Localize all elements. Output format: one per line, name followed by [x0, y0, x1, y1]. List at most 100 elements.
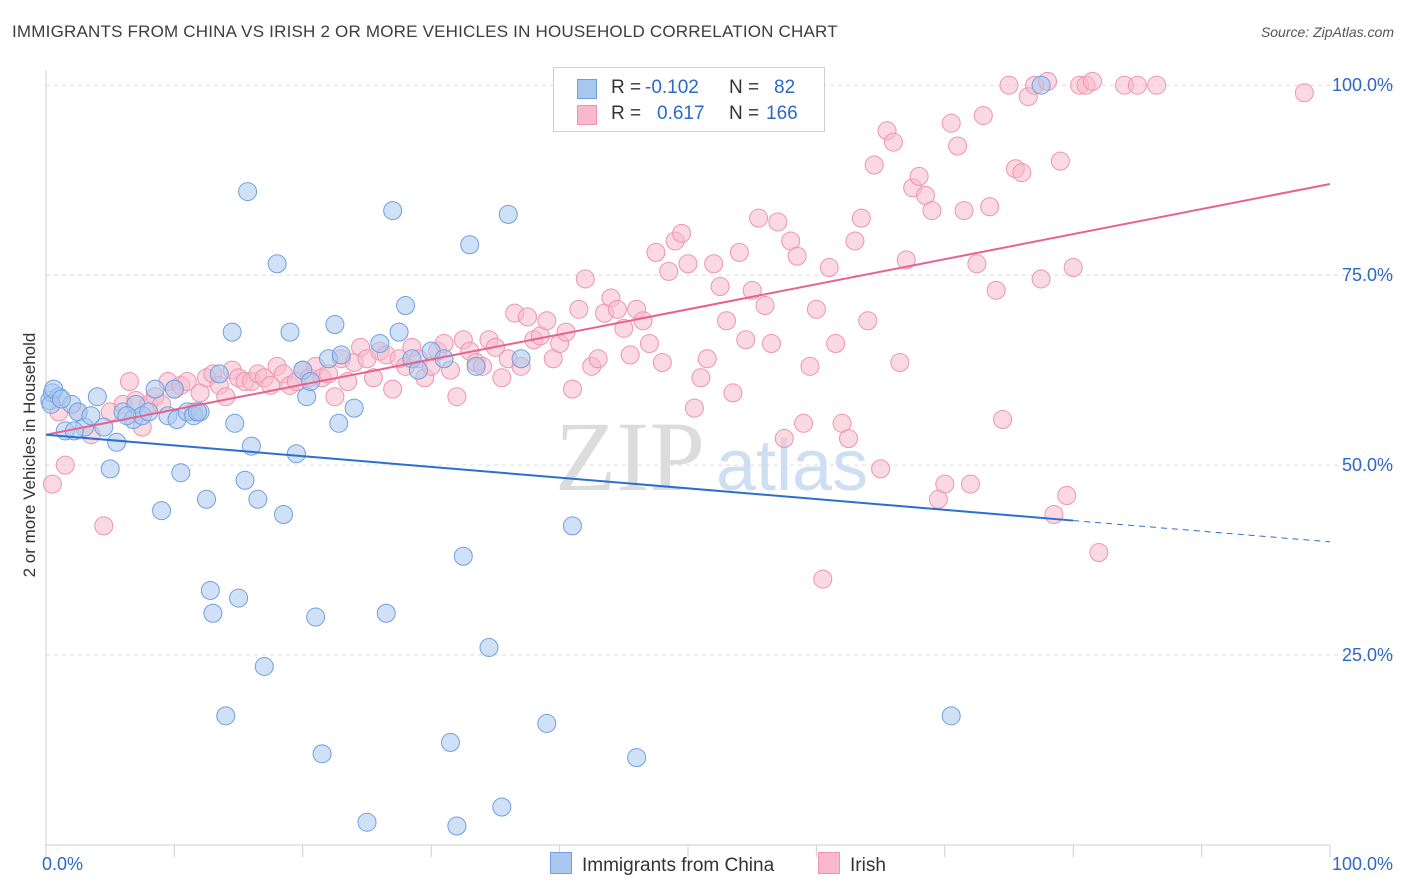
axes [45, 70, 1331, 857]
irish-point [999, 75, 1019, 95]
irish-point [363, 368, 383, 388]
china-point [51, 389, 71, 409]
china-point [188, 402, 208, 422]
trend-lines [45, 182, 1331, 543]
source-label: Source: ZipAtlas.com [1260, 24, 1394, 40]
irish-point [1127, 75, 1147, 95]
china-point [81, 406, 101, 426]
irish-point [325, 387, 345, 407]
irish-point [717, 311, 737, 331]
china-point [145, 379, 165, 399]
bottom-legend-china-swatch [550, 852, 572, 874]
irish-point [678, 254, 698, 274]
china-point [248, 489, 268, 509]
y-tick-label: 50.0% [1342, 455, 1393, 475]
x-tick-label-max: 100.0% [1332, 854, 1393, 874]
irish-point [1031, 269, 1051, 289]
china-point [203, 603, 223, 623]
china-point [225, 413, 245, 433]
china-point [306, 607, 326, 627]
irish-r-value: 0.617 [657, 103, 705, 124]
china-point [498, 204, 518, 224]
irish-point [935, 474, 955, 494]
china-point [164, 379, 184, 399]
china-point [325, 315, 345, 335]
china-point [152, 501, 172, 521]
irish-point [216, 387, 236, 407]
china-point [447, 816, 467, 836]
china-point [197, 489, 216, 509]
china-point [229, 588, 249, 608]
irish-point [1012, 163, 1032, 183]
irish-point [1082, 71, 1102, 91]
bottom-legend-china: Immigrants from China [550, 852, 774, 877]
china-point [216, 706, 236, 726]
china-trend-line [45, 433, 1074, 522]
china-point [267, 254, 287, 274]
irish-point [697, 349, 717, 369]
irish-point [813, 569, 833, 589]
irish-point [691, 368, 711, 388]
china-point [627, 748, 647, 768]
china-point [329, 413, 349, 433]
irish-point [42, 474, 62, 494]
y-tick-labels: 25.0% 50.0% 75.0% 100.0% [1332, 75, 1393, 665]
irish-point [633, 311, 653, 331]
irish-point [896, 250, 916, 270]
bottom-legend-china-label: Immigrants from China [582, 855, 775, 876]
china-point [1031, 75, 1051, 95]
china-r-label: R = [611, 77, 642, 98]
irish-point [1147, 75, 1167, 95]
irish-point [986, 280, 1006, 300]
irish-point [909, 166, 929, 186]
irish-point [607, 299, 627, 319]
irish-point [704, 254, 724, 274]
china-point [537, 713, 557, 733]
irish-point [659, 261, 679, 281]
china-point [460, 235, 480, 255]
china-point [274, 504, 294, 524]
irish-point [383, 379, 403, 399]
y-tick-label: 75.0% [1342, 265, 1393, 285]
irish-point [729, 242, 749, 262]
irish-point [492, 368, 512, 388]
irish-point [800, 356, 820, 376]
irish-point [614, 318, 634, 338]
irish-point [1063, 258, 1083, 278]
irish-point [851, 208, 871, 228]
watermark-zip: ZIP [555, 401, 705, 512]
irish-point [755, 296, 775, 316]
irish-point [710, 277, 730, 297]
irish-point [672, 223, 692, 243]
irish-point [94, 516, 114, 536]
chart-title: IMMIGRANTS FROM CHINA VS IRISH 2 OR MORE… [12, 22, 838, 41]
china-point [280, 322, 300, 342]
irish-point [922, 201, 942, 221]
irish-point [890, 353, 910, 373]
legend-row-irish: R = 0.617 N = 166 [554, 102, 824, 128]
irish-point [960, 474, 980, 494]
irish-point [839, 429, 858, 449]
china-n-value: 82 [774, 77, 796, 98]
irish-n-label: N = [729, 103, 760, 124]
irish-point [1050, 151, 1070, 171]
china-point [492, 797, 512, 817]
china-point [209, 364, 229, 384]
irish-point [858, 311, 878, 331]
irish-point [723, 383, 743, 403]
irish-point [537, 311, 557, 331]
y-tick-label: 100.0% [1332, 75, 1393, 95]
irish-point [980, 197, 1000, 217]
china-point [235, 470, 255, 490]
grid [46, 84, 1395, 656]
irish-point [1044, 504, 1064, 524]
china-point [453, 546, 473, 566]
irish-point [562, 379, 582, 399]
china-n-label: N = [729, 77, 760, 98]
stats-legend: R = -0.102 N = 82 R = 0.617 N = 166 [553, 67, 825, 132]
irish-point [684, 398, 704, 418]
irish-point [620, 345, 640, 365]
china-points [40, 75, 1051, 836]
china-point [389, 322, 409, 342]
